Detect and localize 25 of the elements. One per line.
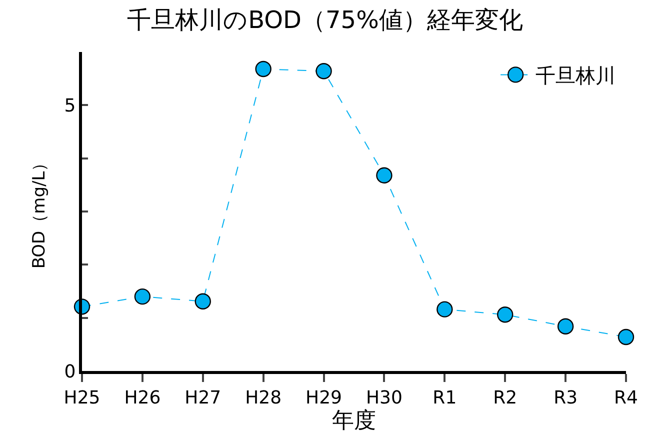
x-tick-label: H28: [245, 387, 282, 408]
point: [618, 328, 634, 346]
y-axis-title: BOD（mg/L）: [30, 154, 50, 269]
legend-label: 千旦林川: [536, 63, 616, 88]
point: [376, 167, 392, 184]
chart-title: 千旦林川のBOD（75%値）経年変化: [127, 6, 523, 34]
point: [557, 318, 574, 334]
x-axis-title: 年度: [332, 408, 376, 434]
x-tick-label: R3: [554, 387, 578, 408]
x-tick-label: R2: [493, 387, 518, 408]
x-tick-label: R1: [432, 387, 457, 408]
point: [194, 293, 211, 310]
y-tick-label: 5: [64, 95, 76, 116]
point: [134, 288, 151, 305]
x-tick-label: H30: [366, 387, 402, 408]
x-tick-label: R4: [614, 387, 638, 408]
x-tick-label: H29: [306, 387, 342, 408]
point: [255, 60, 272, 78]
point: [316, 63, 332, 80]
point: [436, 301, 453, 318]
y-tick-label: 0: [64, 361, 76, 382]
point: [497, 306, 514, 323]
x-tick-label: H27: [184, 387, 222, 408]
x-tick-label: H26: [124, 387, 161, 408]
x-tick-label: H25: [64, 387, 100, 408]
